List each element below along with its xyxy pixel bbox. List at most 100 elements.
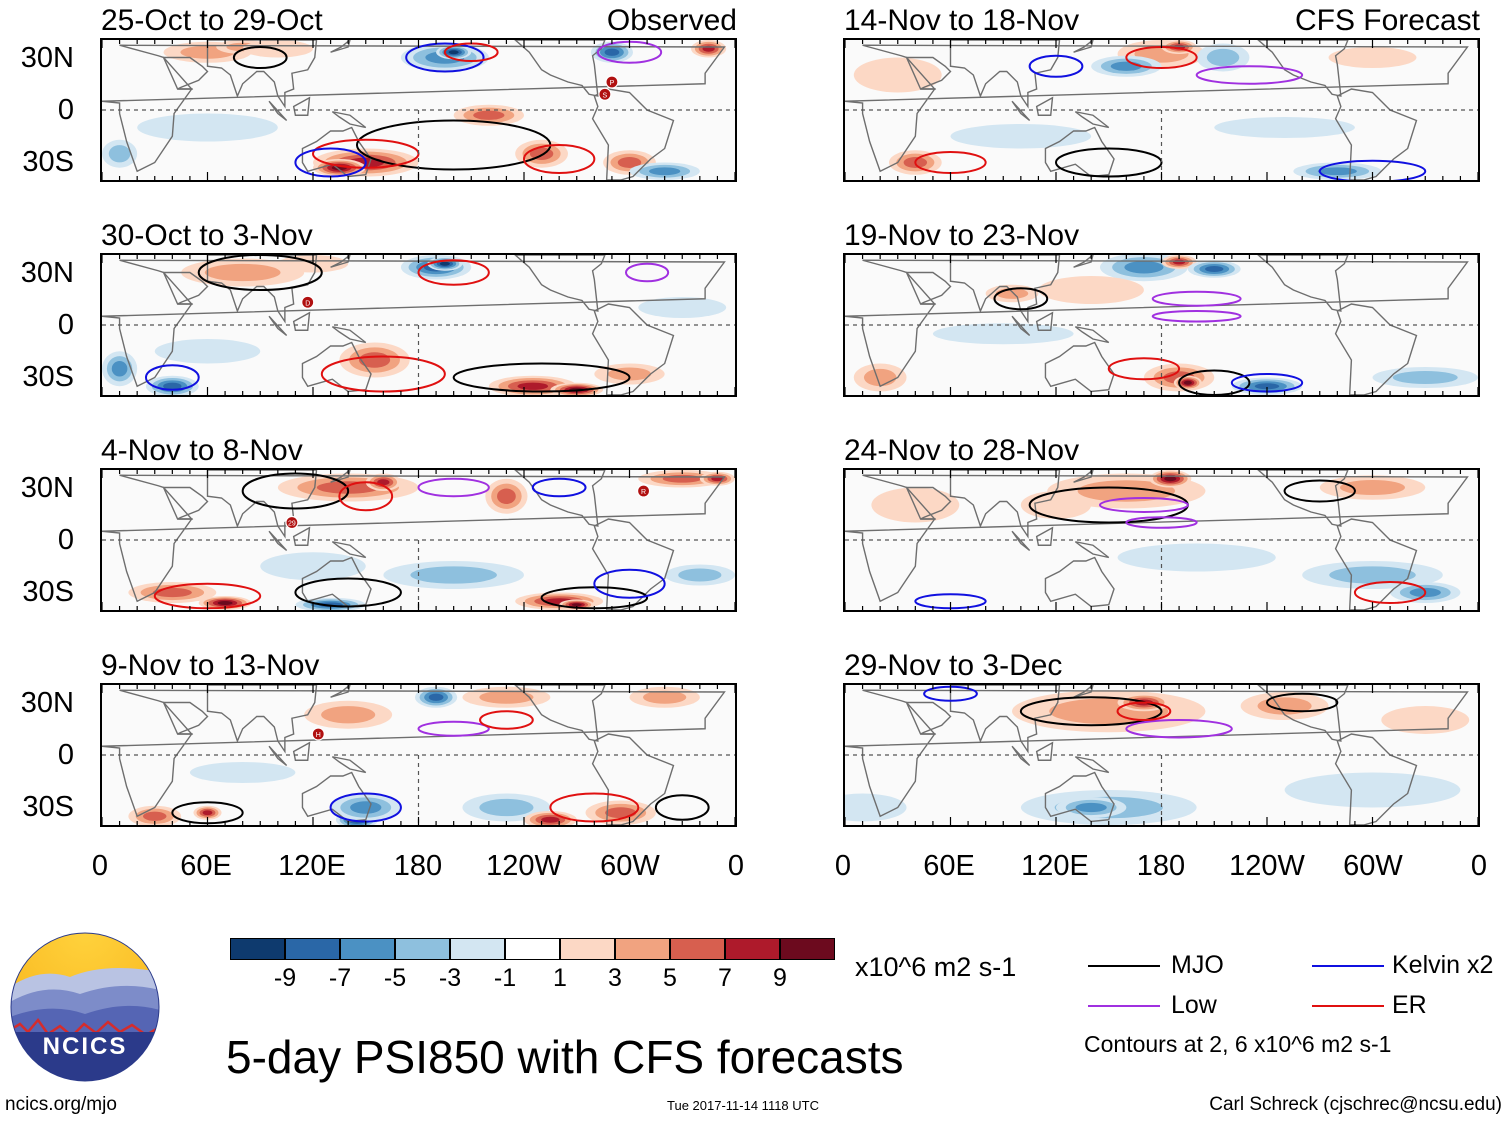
psi-anomaly-shading [871,487,960,523]
storm-marker: 29 [285,515,299,530]
footer-timestamp: Tue 2017-11-14 1118 UTC [667,1098,819,1113]
wave-contour [593,568,666,599]
coastline [904,701,952,735]
storm-label: H [316,732,321,739]
psi-anomaly-shading [605,807,637,819]
coastline [904,271,952,305]
wave-contour [479,710,534,730]
coastline [301,771,372,823]
lon-label: 60W [1343,850,1403,882]
legend-label-kelvin: Kelvin x2 [1392,951,1494,979]
coastline [949,685,1061,754]
psi-anomaly-shading [571,603,582,607]
footer-url[interactable]: ncics.org/mjo [5,1094,117,1115]
wave-contour [197,255,323,291]
psi-anomaly-shading [1317,167,1357,176]
psi-anomaly-shading [1284,772,1461,808]
psi850-map: D [102,255,735,395]
legend-line-er [1312,1005,1384,1007]
coastline [301,126,372,178]
legend-label-er: ER [1392,991,1427,1019]
lon-label: 120W [486,850,562,882]
coastline [1035,526,1054,546]
colorbar-tick-label: -5 [383,964,407,992]
coastline [1257,255,1349,312]
psi-anomaly-shading [428,693,444,701]
psi850-map: PS [102,40,735,180]
map-panel-5 [843,38,1480,182]
wave-contour [523,144,596,174]
coastline [1035,311,1054,331]
coastline [514,255,606,312]
legend-label-mjo: MJO [1171,951,1224,979]
coastline [330,685,351,698]
colorbar-tick-label: 1 [553,964,567,992]
coastline [1073,255,1094,268]
panel-title-4: 9-Nov to 13-Nov [101,649,320,682]
coastline [949,470,1061,539]
wave-contour [531,477,587,498]
coastline [330,40,351,53]
wave-contour [1151,290,1242,307]
psi850-map [845,470,1478,610]
psi850-map [845,40,1478,180]
coastline [1044,556,1115,608]
coastline [206,40,318,109]
psi-anomaly-shading [1183,380,1192,385]
lat-label-eq: 0 [57,739,74,771]
legend-note: Contours at 2, 6 x10^6 m2 s-1 [1084,1031,1392,1057]
colorbar: -9 -7 -5 -3 -1 1 3 5 7 9 [230,938,835,1000]
lat-label-eq: 0 [57,94,74,126]
coastline [1257,470,1349,527]
colorbar-tick-label: 3 [608,964,622,992]
coastline [102,689,726,818]
coastline [1011,745,1031,767]
lat-label-eq: 0 [57,309,74,341]
panel-title-2: 30-Oct to 3-Nov [101,219,313,252]
psi-anomaly-shading [604,48,620,56]
wave-contour [1107,357,1181,381]
colorbar-swatch [395,938,450,960]
coastline [1011,530,1031,552]
wave-contour [338,481,394,512]
storm-label: 29 [288,521,296,528]
wave-contour [1353,581,1427,604]
colorbar-units: x10^6 m2 s-1 [855,952,1017,982]
psi-anomaly-shading [1392,371,1458,384]
psi-anomaly-shading [678,568,722,582]
coastline [292,311,311,331]
psi-anomaly-shading [649,167,681,176]
map-panel-2: D [100,253,737,397]
panel-title-1: 25-Oct to 29-Oct [101,4,323,37]
psi-anomaly-shading [517,382,549,390]
wave-contour [1116,701,1172,721]
storm-label: R [641,489,646,496]
storm-label: S [603,92,608,99]
coastline [330,255,351,268]
coastline [1074,756,1110,774]
psi-anomaly-shading [358,352,391,368]
psi-anomaly-shading [1172,259,1186,265]
psi-anomaly-shading [321,706,376,724]
wave-contour [417,720,490,737]
psi-anomaly-shading [1077,480,1176,502]
colorbar-swatch [340,938,395,960]
storm-marker: D [301,295,315,309]
wave-contour [405,42,485,73]
lon-label: 120E [1021,850,1089,882]
storm-label: P [610,80,615,87]
wave-contour [232,46,288,69]
coastline [1044,771,1115,823]
wave-contour [1178,369,1251,395]
coastline [1011,315,1031,337]
psi-anomaly-shading [497,488,516,505]
coastline [514,685,606,742]
wave-contour [1195,65,1304,85]
coastline [591,303,675,395]
colorbar-swatch [450,938,505,960]
wave-contour [144,364,200,391]
ncics-logo-graphic: NCICS [10,932,160,1082]
lon-label: 0 [834,850,852,882]
coastline [331,111,367,129]
